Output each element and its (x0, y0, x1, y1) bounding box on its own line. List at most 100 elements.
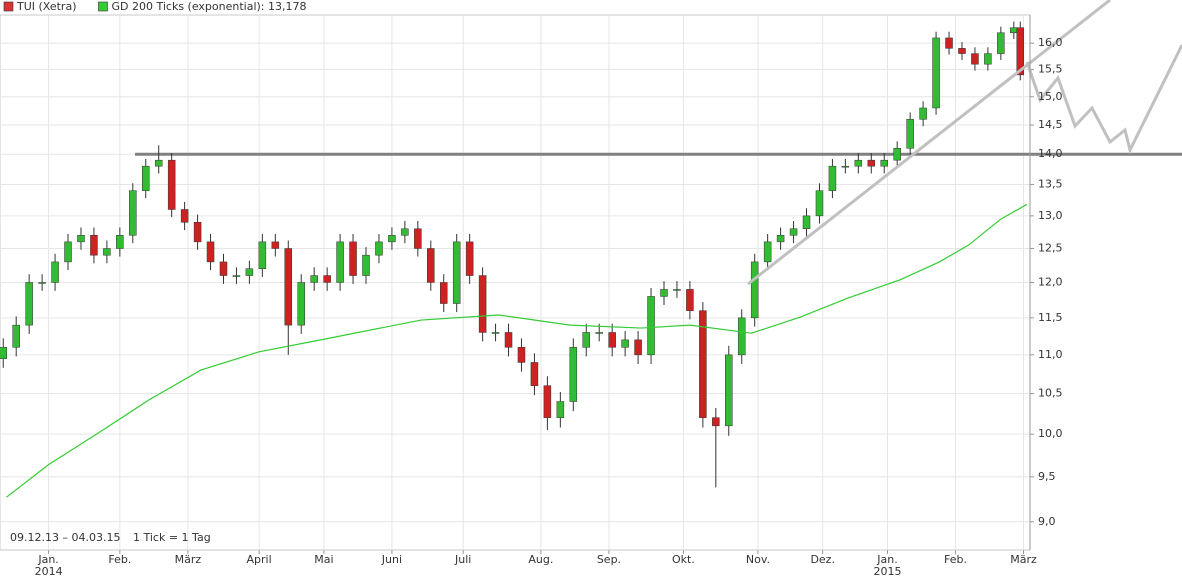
candle-body (491, 332, 500, 334)
legend-swatch (3, 1, 14, 12)
y-tick-label: 16,0 (1038, 36, 1063, 49)
candle-body (699, 310, 707, 418)
candle-body (414, 228, 422, 249)
candle-body (582, 332, 591, 348)
y-tick-label: 9,0 (1038, 515, 1056, 528)
candle-body (401, 228, 409, 236)
candle-body (737, 317, 746, 356)
candle-body (478, 275, 487, 333)
legend-label: TUI (Xetra) (16, 0, 76, 13)
x-tick-label: März (175, 553, 202, 566)
candle-body (556, 401, 565, 418)
candle-body (284, 248, 293, 326)
candle-body (932, 37, 940, 109)
candle-body (712, 417, 720, 427)
candle-body (362, 254, 370, 276)
x-tick-label: Aug. (528, 553, 553, 566)
candle-body (12, 324, 20, 348)
x-tick-label: Feb. (108, 553, 131, 566)
candle-body (90, 235, 98, 256)
legend-swatch (98, 1, 108, 12)
marks (0, 21, 1182, 498)
candle-body (608, 332, 616, 348)
candle-body (815, 190, 824, 217)
candle-body (103, 248, 111, 256)
y-tick-label: 9,5 (1038, 470, 1056, 483)
candle-body (517, 347, 526, 363)
y-tick-label: 13,5 (1038, 177, 1063, 190)
projection-line (1025, 44, 1182, 155)
legend-label: GD 200 Ticks (exponential): 13,178 (111, 0, 306, 13)
candle-body (893, 148, 901, 161)
x-tick-label: März (1010, 553, 1037, 566)
candle-body (452, 241, 461, 304)
trend-annotations (747, 0, 1182, 286)
trend-line (747, 0, 1111, 286)
candle-body (802, 215, 811, 230)
candle-body (971, 53, 979, 65)
candle-body (828, 165, 837, 191)
candle-body (336, 241, 344, 283)
candle-body (880, 159, 888, 167)
x-tick-label: Juni (381, 553, 402, 566)
candle-body (919, 107, 927, 120)
candle-body (232, 275, 241, 277)
x-tick-label: Sep. (597, 553, 621, 566)
x-tick-label: Juli (454, 553, 471, 566)
candle-body (854, 159, 863, 167)
candle-body (271, 241, 280, 249)
candle-body (439, 282, 448, 304)
candle-body (206, 241, 215, 263)
candle-body (595, 332, 603, 334)
candle-body (789, 228, 798, 236)
candle-body (0, 347, 7, 359)
x-tick-label: Okt. (672, 553, 695, 566)
y-tick-label: 12,0 (1038, 275, 1063, 288)
candle-body (64, 241, 72, 263)
x-tick-label: April (247, 553, 272, 566)
x-tick-label: Jan. (876, 553, 897, 566)
candle-body (180, 209, 189, 223)
candle-body (129, 190, 137, 236)
x-tick-label: Dez. (810, 553, 835, 566)
candle-body (388, 235, 396, 243)
y-tick-label: 15,5 (1038, 63, 1063, 76)
y-tick-label: 10,5 (1038, 387, 1063, 400)
x-tick-label: Mai (314, 553, 333, 566)
candle-body (219, 261, 228, 276)
y-tick-label: 12,5 (1038, 241, 1063, 254)
y-tick-label: 14,5 (1038, 118, 1063, 131)
x-year-label: 2015 (873, 565, 901, 577)
candle-body (245, 268, 254, 276)
x-tick-label: Nov. (746, 553, 770, 566)
candle-body (543, 385, 552, 418)
y-tick-label: 13,0 (1038, 209, 1063, 222)
candle-body (673, 289, 681, 291)
candle-body (660, 289, 668, 297)
candle-body (323, 275, 331, 283)
candle-body (504, 332, 513, 348)
candle-body (465, 241, 474, 276)
candle-body (258, 241, 267, 269)
candle-body (906, 119, 914, 149)
tick-note: 1 Tick = 1 Tag (133, 531, 211, 544)
candle-body (686, 289, 694, 311)
candle-body (647, 296, 655, 356)
candle-body (297, 282, 305, 326)
y-tick-label: 11,0 (1038, 348, 1063, 361)
moving-average-line (6, 203, 1028, 498)
candle-body (634, 339, 642, 356)
candle-body (142, 165, 150, 191)
y-tick-label: 14,0 (1038, 147, 1063, 160)
candle-body (1016, 27, 1025, 76)
candle-body (841, 165, 850, 168)
candle-body (984, 53, 992, 65)
y-tick-label: 15,0 (1038, 90, 1063, 103)
candle-body (621, 339, 629, 348)
candle-body (1010, 27, 1018, 34)
candle-body (750, 261, 759, 319)
candle-body (25, 282, 33, 326)
x-tick-label: Feb. (944, 553, 967, 566)
candle-body (116, 235, 124, 249)
